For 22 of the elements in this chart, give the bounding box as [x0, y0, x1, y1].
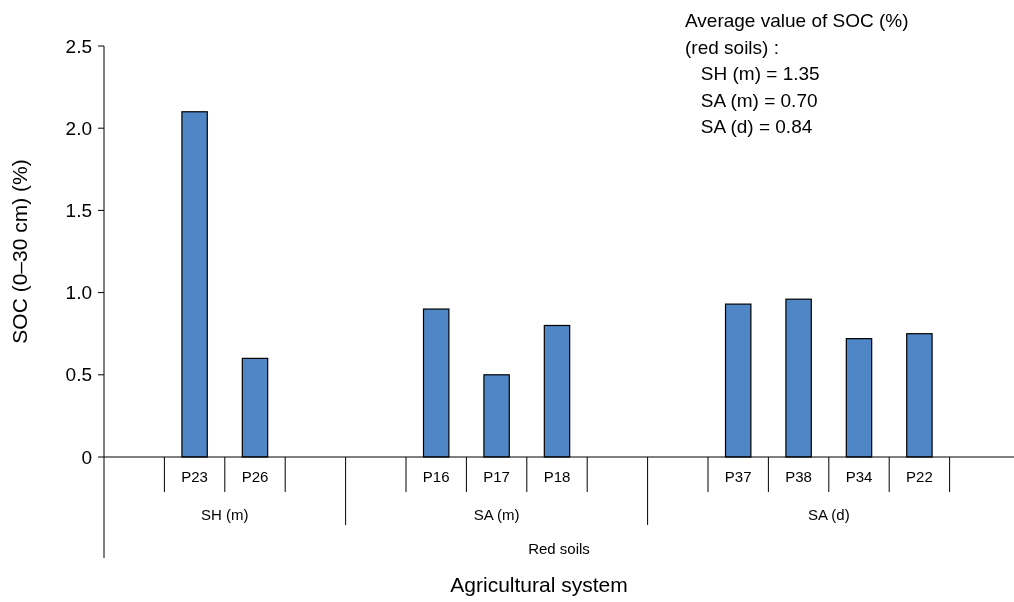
- x-tick-label: P23: [181, 468, 208, 485]
- y-tick-label: 2.5: [65, 35, 92, 57]
- y-tick-label: 0: [81, 446, 92, 468]
- annotation: Average value of SOC (%) (red soils) : SH (m) = 1.35 SA (m) = 0.70 SA (d) = 0.84: [685, 10, 909, 137]
- y-tick-label: 1.0: [65, 282, 92, 304]
- text: SA (d): [807, 506, 850, 523]
- text: Red soils: [528, 540, 590, 557]
- x-tick-label: P16: [422, 468, 450, 485]
- y-tick-label: 1.5: [65, 200, 92, 222]
- x-tick-label: P17: [483, 468, 510, 485]
- y-axis-title: SOC (0–30 cm) (%): [8, 159, 31, 344]
- x-tick-label: P18: [543, 468, 571, 485]
- y-tick-label: 0.5: [65, 364, 92, 386]
- x-axis-title: Agricultural system: [450, 573, 628, 596]
- x-tick-label: P22: [906, 468, 933, 485]
- x-tick-label: P37: [724, 468, 752, 485]
- x-tick-label: P34: [845, 468, 873, 485]
- x-tick-label: P26: [241, 468, 269, 485]
- y-tick-label: 2.0: [65, 117, 92, 139]
- text: SA (m): [473, 506, 520, 523]
- text: SH (m): [201, 506, 249, 523]
- x-tick-label: P38: [785, 468, 812, 485]
